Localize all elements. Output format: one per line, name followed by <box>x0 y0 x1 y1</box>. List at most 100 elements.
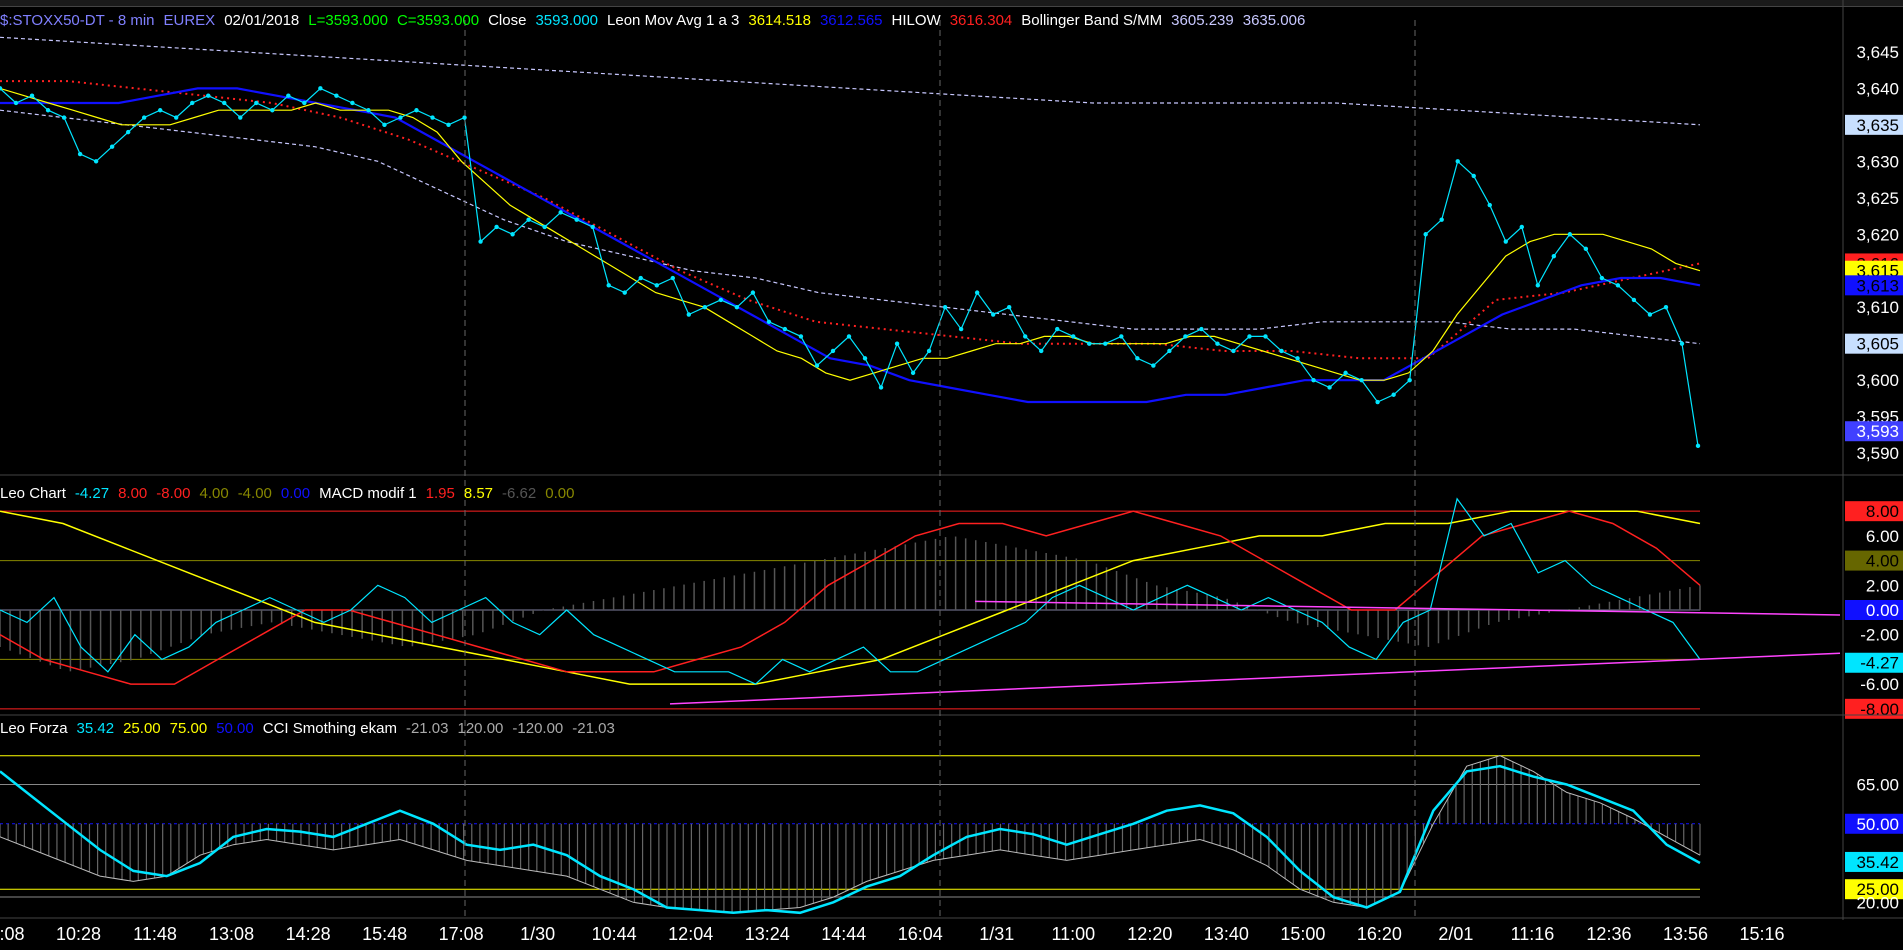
time-axis-label: 12:04 <box>668 924 713 944</box>
close-price-line <box>0 87 1699 446</box>
time-axis-label: 1/31 <box>979 924 1014 944</box>
forza-legend: Leo Forza 35.42 25.00 75.00 50.00 CCI Smothin… <box>0 720 624 738</box>
legend-item: 0.00 <box>280 485 311 502</box>
legend-item: 35.42 <box>76 720 115 737</box>
data-point <box>318 86 323 91</box>
time-axis-label: 15:16 <box>1739 924 1784 944</box>
data-point <box>141 115 147 120</box>
forza-marker-box <box>1845 879 1903 900</box>
time-axis-label: 2/01 <box>1438 924 1473 944</box>
data-point <box>1535 283 1541 288</box>
data-point <box>334 93 339 98</box>
data-point <box>1087 341 1092 346</box>
toolbar-strip[interactable] <box>0 0 1903 7</box>
time-axis-label: 10:44 <box>592 924 637 944</box>
data-point <box>526 217 531 222</box>
data-point <box>109 144 115 149</box>
legend-item: 3616.304 <box>949 12 1013 29</box>
price-tick-label: 3,620 <box>1856 225 1899 244</box>
bollinger-upper-line <box>0 36 1701 126</box>
macd-marker: 2.00 <box>1866 576 1899 595</box>
data-point <box>942 305 948 310</box>
price-marker: 3,635 <box>1856 116 1899 135</box>
legend-item: 75.00 <box>169 720 208 737</box>
data-point <box>1167 348 1172 354</box>
legend-item: -21.03 <box>572 720 615 737</box>
data-point <box>414 108 419 113</box>
legend-item: 8.57 <box>463 485 494 502</box>
data-point <box>1039 348 1044 354</box>
data-point <box>1151 363 1156 368</box>
legend-item: 8.00 <box>118 485 148 502</box>
data-point <box>590 224 595 230</box>
macd-marker: 0.00 <box>1866 601 1899 620</box>
data-point <box>1455 159 1460 164</box>
data-point <box>1679 341 1685 346</box>
time-axis-label: 13:08 <box>209 924 254 944</box>
data-point <box>958 326 964 332</box>
price-legend: $:STOXX50-DT - 8 min EUREX 02/01/2018 L=359… <box>0 12 1314 30</box>
legend-item: 1.95 <box>425 485 455 502</box>
bollinger-lower-line <box>0 109 1701 345</box>
data-point <box>1423 232 1428 237</box>
time-axis-label: 15:48 <box>362 924 407 944</box>
legend-item: 50.00 <box>216 720 254 737</box>
data-point <box>638 275 643 281</box>
forza-line <box>0 764 1701 915</box>
data-point <box>654 283 659 288</box>
legend-item: Leo Forza <box>0 720 68 737</box>
data-point <box>1295 356 1300 361</box>
macd-marker-box <box>1845 550 1903 571</box>
data-point <box>254 100 259 106</box>
hilow-line <box>0 80 1701 360</box>
trendline <box>974 600 1841 616</box>
legend-item: C=3593.000 <box>396 12 480 29</box>
data-point <box>718 297 724 303</box>
data-point <box>1006 305 1012 310</box>
data-point <box>430 115 435 120</box>
data-point <box>45 108 51 113</box>
forza-marker: 65.00 <box>1856 776 1899 795</box>
leo-chart-line <box>0 497 1701 685</box>
time-axis-label: 12:20 <box>1127 924 1172 944</box>
data-point <box>1695 443 1701 449</box>
time-axis-label: 1/30 <box>520 924 555 944</box>
legend-item: HILOW <box>891 12 941 29</box>
macd-red-line <box>0 510 1701 685</box>
data-point <box>1647 312 1653 317</box>
macd-panel: 8.00 6.00 4.00 2.00 0.00 -2.00 -4.27 -6.00 -8.00 <box>0 497 1903 719</box>
data-point <box>750 290 756 295</box>
data-point <box>894 341 900 346</box>
data-point <box>734 305 740 310</box>
legend-item: 0.00 <box>545 485 575 502</box>
time-axis: 09:08 10:28 11:48 13:08 14:28 15:48 17:08 1/30 1… <box>0 924 1785 944</box>
macd-marker: -2.00 <box>1860 626 1899 645</box>
forza-marker: 35.42 <box>1856 853 1899 872</box>
data-point <box>478 239 483 244</box>
time-axis-label: 12:36 <box>1586 924 1631 944</box>
data-point <box>1471 173 1476 179</box>
time-axis-label: 13:24 <box>745 924 790 944</box>
macd-marker-box <box>1845 600 1903 620</box>
legend-item: EUREX <box>163 12 216 29</box>
macd-marker-box <box>1845 501 1903 522</box>
time-axis-label: 16:04 <box>898 924 943 944</box>
data-point <box>1183 334 1188 339</box>
time-axis-label: 11:48 <box>133 924 177 944</box>
data-point <box>878 385 884 390</box>
forza-marker: 50.00 <box>1856 815 1899 834</box>
macd-marker: 8.00 <box>1866 502 1899 521</box>
forza-marker-box <box>1845 813 1903 834</box>
price-marker-box <box>1845 333 1903 354</box>
price-marker: 3,613 <box>1856 276 1899 295</box>
price-tick-label: 3,590 <box>1856 444 1899 463</box>
legend-item: Close <box>488 12 527 29</box>
data-point <box>1263 334 1268 339</box>
data-point <box>766 319 772 325</box>
data-point <box>1215 341 1220 346</box>
time-axis-label: 13:40 <box>1204 924 1249 944</box>
data-point <box>222 100 227 106</box>
legend-item: -120.00 <box>512 720 564 737</box>
